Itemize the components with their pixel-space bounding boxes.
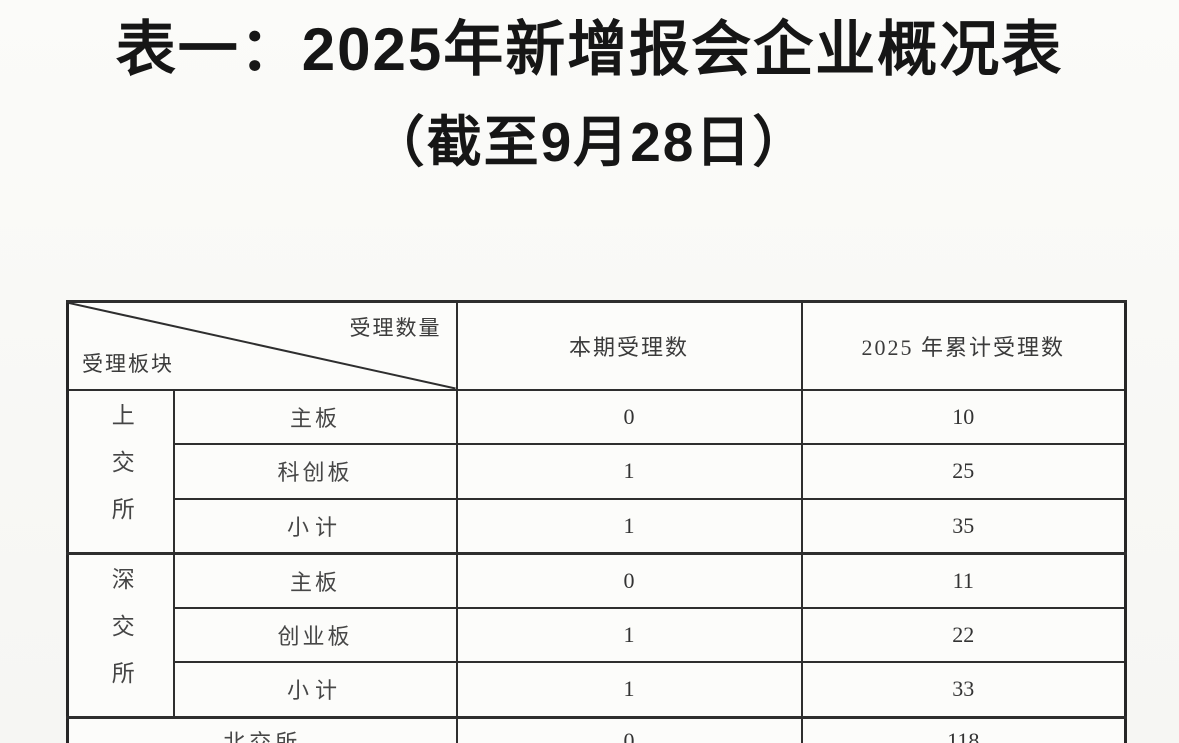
diagonal-divider-line xyxy=(69,303,456,389)
row-label-bse: 北交所 xyxy=(66,715,458,743)
board-label: 创业板 xyxy=(172,606,458,664)
page-title: 表一：2025年新增报会企业概况表 （截至9月28日） xyxy=(0,12,1179,175)
table-row-szse-subtotal: 小计 1 33 xyxy=(68,661,1127,718)
cumulative-count-value: 11 xyxy=(800,551,1127,609)
cumulative-count-value: 33 xyxy=(800,661,1127,718)
cumulative-count-value: 25 xyxy=(800,443,1127,500)
cumulative-count-value: 118 xyxy=(800,715,1127,743)
corner-header-cell: 受理数量 受理板块 xyxy=(66,300,458,391)
table-header-row: 受理数量 受理板块 本期受理数 2025 年累计受理数 xyxy=(66,300,1127,391)
board-label: 主板 xyxy=(172,388,458,445)
current-count-value: 1 xyxy=(455,606,803,664)
current-count-value: 0 xyxy=(455,715,803,743)
corner-label-acceptance-board: 受理板块 xyxy=(82,351,174,376)
current-count-value: 1 xyxy=(455,661,803,718)
subtotal-label: 小计 xyxy=(172,661,458,718)
table-row-sse-star-market: 科创板 1 25 xyxy=(68,443,1127,500)
cumulative-count-value: 10 xyxy=(800,388,1127,445)
title-line-2: （截至9月28日） xyxy=(369,111,810,173)
subtotal-label: 小计 xyxy=(172,497,458,554)
current-count-value: 1 xyxy=(455,497,803,554)
cumulative-count-value: 22 xyxy=(800,606,1127,664)
current-count-value: 0 xyxy=(455,551,803,609)
table-row-szse-main-board: 深交所 主板 0 11 xyxy=(66,551,1127,718)
board-label: 科创板 xyxy=(172,443,458,500)
title-line-1: 表一：2025年新增报会企业概况表 xyxy=(115,16,1064,83)
exchange-label-sse: 上交所 xyxy=(66,388,175,554)
exchange-vertical-text: 上交所 xyxy=(108,402,134,544)
cumulative-count-value: 35 xyxy=(800,497,1127,554)
ipo-filing-summary-table: 受理数量 受理板块 本期受理数 2025 年累计受理数 上交所 主板 0 10 … xyxy=(66,300,1127,743)
column-header-current-period: 本期受理数 xyxy=(455,300,803,391)
table-row-sse-subtotal: 小计 1 35 xyxy=(68,497,1127,554)
table-row-szse-chinext: 创业板 1 22 xyxy=(68,606,1127,664)
current-count-value: 0 xyxy=(455,388,803,445)
current-count-value: 1 xyxy=(455,443,803,500)
table-row-bse: 北交所 0 118 xyxy=(66,715,1127,743)
corner-label-acceptance-count: 受理数量 xyxy=(349,316,442,340)
column-header-2025-cumulative: 2025 年累计受理数 xyxy=(800,300,1127,391)
exchange-vertical-text: 深交所 xyxy=(108,566,134,708)
exchange-label-szse: 深交所 xyxy=(66,551,175,718)
table-row-sse-main-board: 上交所 主板 0 10 xyxy=(66,388,1127,554)
board-label: 主板 xyxy=(172,551,458,609)
